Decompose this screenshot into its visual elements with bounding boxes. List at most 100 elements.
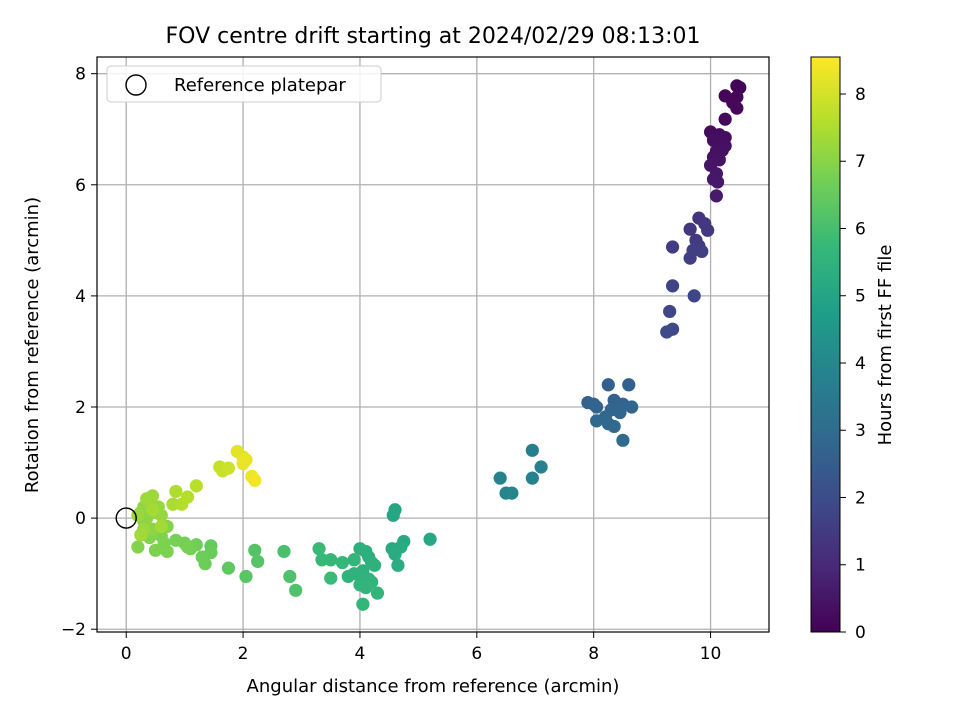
data-point-43: [590, 400, 604, 414]
y-tick-label-5: 8: [75, 65, 86, 85]
data-point-97: [198, 557, 212, 571]
y-tick-label-0: −2: [61, 620, 86, 640]
legend: Reference platepar: [106, 65, 382, 103]
data-point-44: [625, 400, 639, 414]
data-point-54: [525, 471, 539, 485]
data-point-122: [140, 492, 154, 506]
legend-reference-label: Reference platepar: [174, 75, 346, 96]
data-point-123: [134, 528, 148, 542]
data-point-28: [665, 240, 680, 254]
data-point-59: [386, 508, 400, 522]
y-tick-label-2: 2: [75, 398, 86, 418]
data-points: [131, 79, 747, 611]
data-point-64: [388, 547, 402, 561]
data-point-133: [221, 461, 236, 475]
data-point-53: [534, 460, 548, 474]
data-point-84: [315, 553, 329, 567]
y-tick-label-3: 4: [75, 287, 86, 307]
data-point-5: [730, 101, 744, 115]
data-point-57: [505, 486, 519, 500]
data-point-89: [289, 583, 303, 597]
data-point-36: [660, 325, 674, 339]
data-point-65: [391, 558, 405, 572]
data-point-90: [248, 543, 262, 557]
data-point-139: [248, 473, 262, 487]
legend-reference-marker: [125, 74, 147, 96]
y-tick-label-1: 0: [75, 509, 86, 529]
x-axis-label: Angular distance from reference (arcmin): [247, 676, 620, 697]
colorbar-tick-label-4: 4: [855, 354, 866, 374]
data-point-51: [616, 433, 630, 447]
data-point-104: [160, 544, 174, 559]
data-point-87: [277, 544, 291, 559]
data-point-60: [423, 532, 437, 546]
y-tick-label-4: 6: [75, 176, 86, 196]
data-point-79: [370, 586, 385, 600]
data-point-37: [601, 378, 615, 392]
colorbar-tick-label-5: 5: [855, 287, 866, 307]
colorbar-tick-label-7: 7: [855, 152, 866, 172]
colorbar-label: Hours from first FF file: [875, 245, 896, 446]
data-point-102: [169, 533, 183, 547]
data-point-70: [367, 558, 382, 572]
data-point-6: [718, 112, 732, 126]
plot-frame: [96, 56, 770, 633]
colorbar-tick-label-0: 0: [855, 623, 866, 643]
data-point-32: [665, 279, 680, 293]
x-tick-label-3: 6: [471, 644, 482, 664]
x-tick-label-0: 0: [121, 644, 132, 664]
x-tick-label-5: 10: [700, 644, 722, 664]
reference-layer: [115, 507, 137, 529]
data-point-93: [221, 561, 236, 575]
colorbar-tick-label-1: 1: [855, 556, 866, 576]
data-point-124: [154, 519, 168, 534]
data-point-50: [607, 419, 621, 434]
x-tick-label-2: 4: [355, 644, 366, 664]
data-point-81: [347, 553, 361, 567]
data-point-130: [189, 479, 203, 493]
data-point-80: [356, 597, 370, 611]
reference-platepar-marker: [115, 507, 137, 529]
colorbar-tick-label-6: 6: [855, 219, 866, 239]
data-point-46: [613, 405, 627, 420]
data-point-78: [359, 580, 373, 595]
y-axis-label: Rotation from reference (arcmin): [22, 197, 43, 493]
x-tick-label-1: 2: [238, 644, 249, 664]
data-point-55: [493, 471, 507, 485]
data-point-137: [236, 457, 250, 471]
data-point-125: [145, 503, 160, 517]
colorbar-tick-label-2: 2: [855, 488, 866, 508]
data-point-67: [353, 542, 367, 556]
data-point-85: [312, 542, 326, 556]
colorbar-gradient: [810, 56, 841, 633]
data-point-38: [622, 378, 636, 392]
data-point-86: [324, 571, 338, 585]
data-point-82: [335, 555, 350, 570]
data-point-20: [710, 175, 725, 189]
colorbar-ticks: 0 1 2 3 4 5 6 7 8: [840, 85, 866, 643]
data-point-101: [180, 540, 195, 554]
data-point-24: [683, 222, 697, 236]
data-point-31: [683, 251, 697, 265]
data-point-34: [663, 304, 677, 319]
data-point-33: [687, 289, 701, 303]
data-point-92: [239, 569, 253, 584]
data-point-30: [695, 244, 709, 259]
x-tick-label-4: 8: [588, 644, 599, 664]
data-point-25: [701, 223, 715, 237]
colorbar: 0 1 2 3 4 5 6 7 8 Hours from first FF file: [810, 56, 896, 643]
data-point-91: [251, 554, 265, 569]
colorbar-tick-label-8: 8: [855, 85, 866, 105]
legend-box: [106, 65, 382, 103]
y-axis-ticks: −2 0 2 4 6 8: [61, 65, 97, 640]
data-point-21: [709, 189, 724, 203]
data-point-105: [148, 543, 163, 557]
data-point-88: [283, 569, 297, 584]
data-point-73: [341, 569, 355, 584]
data-point-107: [131, 540, 145, 554]
chart-title: FOV centre drift starting at 2024/02/29 …: [166, 24, 701, 49]
data-point-48: [590, 414, 604, 428]
data-point-127: [169, 484, 183, 499]
colorbar-tick-label-3: 3: [855, 421, 866, 441]
